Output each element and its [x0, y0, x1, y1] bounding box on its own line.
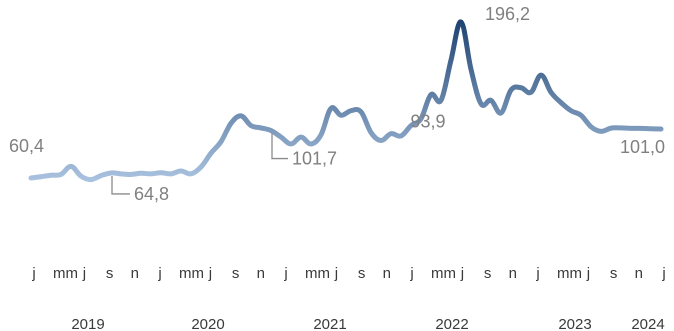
- x-year-label: 2022: [435, 316, 468, 331]
- label-leader-line: [271, 133, 288, 160]
- x-tick-label: m: [318, 265, 331, 282]
- data-label: 93,9: [410, 112, 445, 132]
- x-tick-label: n: [509, 265, 517, 282]
- x-tick-label: j: [82, 265, 86, 282]
- data-label: 60,4: [9, 136, 44, 156]
- x-tick-label: j: [661, 265, 665, 282]
- x-year-label: 2021: [313, 316, 346, 331]
- x-tick-label: j: [334, 265, 338, 282]
- data-label: 101,0: [620, 137, 665, 157]
- series-line: [28, 19, 664, 183]
- x-tick-label: n: [383, 265, 391, 282]
- x-tick-label: m: [53, 265, 66, 282]
- x-tick-label: s: [232, 265, 240, 282]
- x-year-label: 2019: [71, 316, 104, 331]
- x-year-label: 2020: [191, 316, 224, 331]
- x-year-label: 2023: [558, 316, 591, 331]
- x-tick-label: j: [409, 265, 413, 282]
- x-tick-label: j: [460, 265, 464, 282]
- x-tick-label: m: [192, 265, 205, 282]
- series-layer: [28, 19, 664, 183]
- x-tick-label: m: [557, 265, 570, 282]
- x-tick-label: j: [157, 265, 161, 282]
- x-tick-label: n: [635, 265, 643, 282]
- x-tick-label: m: [444, 265, 457, 282]
- x-tick-label: m: [305, 265, 318, 282]
- x-tick-label: j: [31, 265, 35, 282]
- label-leader-line: [111, 175, 130, 195]
- x-tick-label: j: [535, 265, 539, 282]
- x-tick-label: j: [586, 265, 590, 282]
- x-tick-label: n: [257, 265, 265, 282]
- x-tick-label: m: [431, 265, 444, 282]
- x-tick-label: s: [610, 265, 618, 282]
- data-label: 64,8: [134, 184, 169, 204]
- data-label: 101,7: [292, 149, 337, 169]
- x-tick-label: j: [208, 265, 212, 282]
- x-tick-label: s: [106, 265, 114, 282]
- x-tick-label: s: [484, 265, 492, 282]
- x-year-label: 2024: [631, 316, 664, 331]
- data-label-layer: 60,4 64,8 101,7 93,9 196,2 101,0: [9, 4, 665, 204]
- x-tick-label: m: [66, 265, 79, 282]
- x-tick-label: m: [179, 265, 192, 282]
- x-tick-label: s: [358, 265, 366, 282]
- data-label: 196,2: [485, 4, 530, 24]
- x-tick-label: m: [570, 265, 583, 282]
- x-tick-label: n: [131, 265, 139, 282]
- x-tick-label: j: [283, 265, 287, 282]
